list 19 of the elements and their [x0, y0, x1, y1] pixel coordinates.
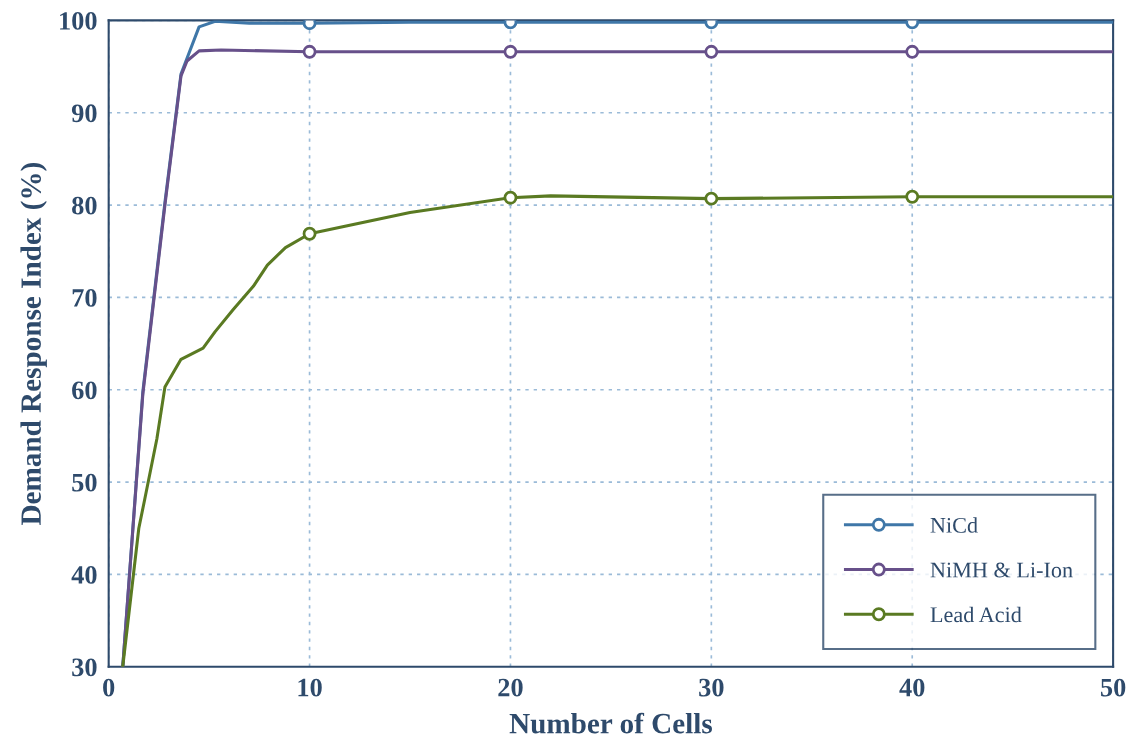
- y-axis-title: Demand Response Index (%): [20, 162, 47, 525]
- y-tick-label: 60: [72, 381, 97, 400]
- y-tick-label: 30: [72, 658, 97, 677]
- x-tick-label: 30: [699, 678, 724, 697]
- y-tick-label: 70: [72, 289, 97, 307]
- x-tick-label: 50: [1100, 678, 1126, 697]
- x-axis-title: Number of Cells: [509, 712, 712, 734]
- x-tick-label: 10: [298, 678, 322, 697]
- legend-label: NiCd: [930, 517, 978, 533]
- y-tick-label: 90: [71, 104, 97, 123]
- y-tick-label: 50: [72, 473, 97, 492]
- x-tick-label: 40: [899, 678, 925, 697]
- y-tick-label: 40: [71, 566, 97, 584]
- y-tick-label: 100: [60, 12, 97, 30]
- x-tick-label: 0: [103, 678, 115, 697]
- y-tick-label: 80: [72, 196, 97, 215]
- legend-label: Lead Acid: [930, 606, 1022, 623]
- x-tick-label: 20: [498, 678, 523, 697]
- legend-label: NiMH & Li-Ion: [930, 562, 1073, 578]
